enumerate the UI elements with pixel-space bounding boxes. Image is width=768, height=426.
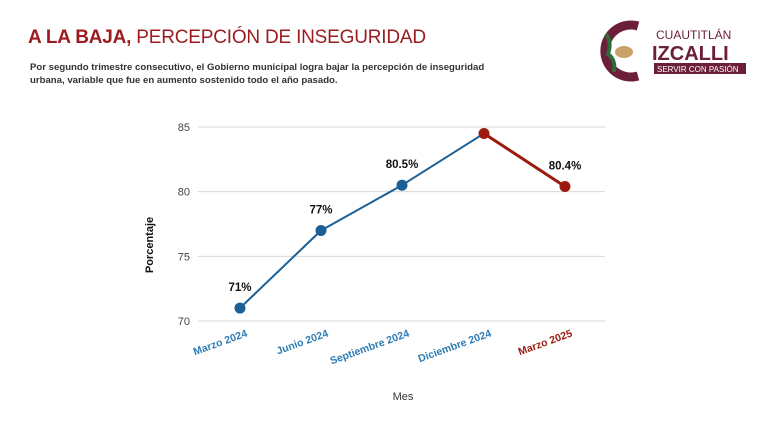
svg-text:IZCALLI: IZCALLI bbox=[652, 43, 729, 65]
data-label: 71% bbox=[228, 282, 251, 294]
data-label: 80.5% bbox=[386, 159, 419, 171]
y-tick-label: 85 bbox=[178, 122, 190, 134]
data-point bbox=[559, 180, 571, 192]
x-tick-label: Junio 2024 bbox=[275, 327, 330, 357]
y-tick-label: 80 bbox=[178, 187, 190, 199]
title-rest: PERCEPCIÓN DE INSEGURIDAD bbox=[131, 27, 426, 48]
data-label: 77% bbox=[309, 204, 332, 216]
data-point bbox=[396, 179, 408, 191]
x-tick-label: Septiembre 2024 bbox=[328, 327, 411, 367]
series-segment bbox=[239, 229, 322, 309]
page-title: A LA BAJA, PERCEPCIÓN DE INSEGURIDAD bbox=[28, 27, 426, 49]
y-tick-label: 70 bbox=[178, 316, 190, 328]
x-tick-label: Marzo 2025 bbox=[517, 327, 574, 358]
y-axis-title: Porcentaje bbox=[144, 217, 156, 273]
title-bold: A LA BAJA, bbox=[28, 27, 132, 48]
x-tick-label: Diciembre 2024 bbox=[417, 327, 494, 365]
series-segment bbox=[401, 132, 485, 187]
data-point bbox=[315, 224, 327, 236]
data-label: 80.4% bbox=[549, 160, 582, 172]
series-segment bbox=[483, 132, 566, 188]
data-point bbox=[478, 127, 490, 139]
x-tick-label: Marzo 2024 bbox=[192, 327, 249, 358]
subtitle: Por segundo trimestre consecutivo, el Go… bbox=[30, 62, 485, 86]
cuautitlan-izcalli-logo: CUAUTITLÁN IZCALLI SERVIR CON PASIÓN bbox=[600, 20, 746, 82]
x-axis-title: Mes bbox=[393, 391, 414, 403]
y-tick-label: 75 bbox=[178, 251, 190, 263]
svg-text:SERVIR CON PASIÓN: SERVIR CON PASIÓN bbox=[657, 65, 739, 74]
svg-text:CUAUTITLÁN: CUAUTITLÁN bbox=[656, 27, 731, 42]
data-point bbox=[234, 302, 246, 314]
series-segment bbox=[320, 184, 403, 232]
